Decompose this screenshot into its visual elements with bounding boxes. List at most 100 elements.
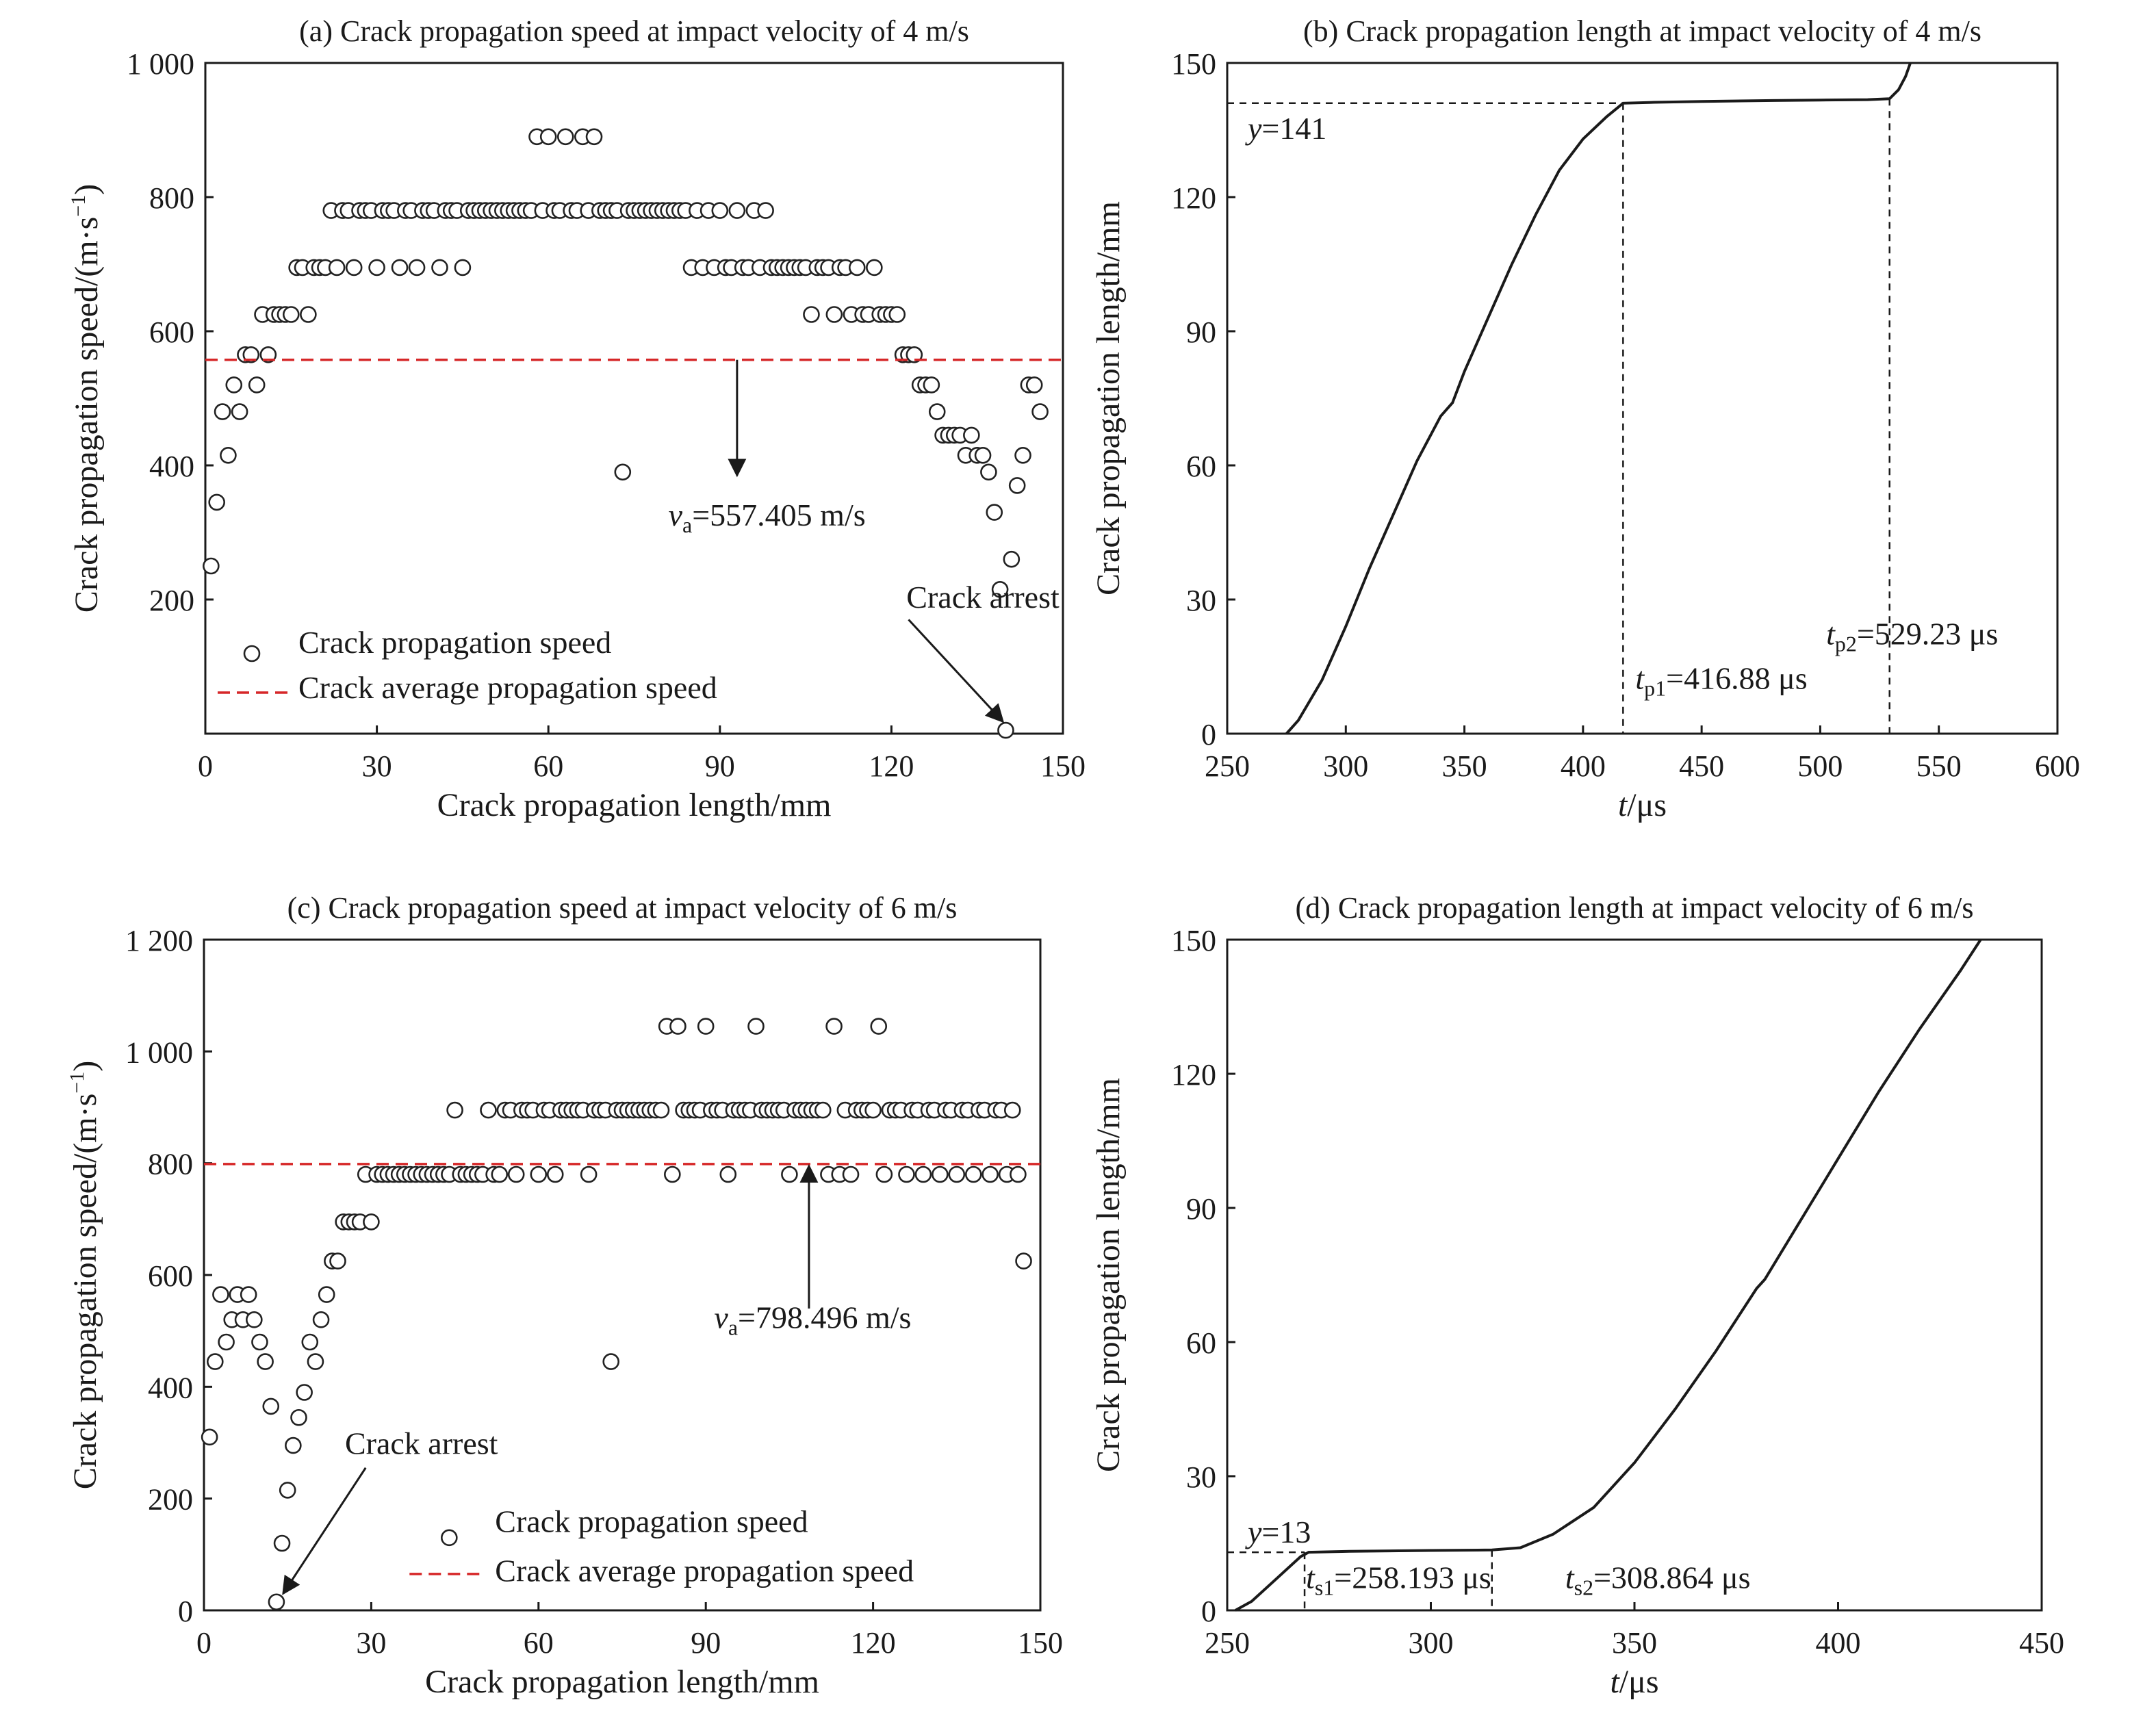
y-tick-label: 120 (1171, 1058, 1216, 1092)
data-point (454, 259, 472, 276)
data-point (279, 1482, 296, 1499)
y-tick-label: 120 (1171, 181, 1216, 215)
y-tick-label: 1 000 (127, 47, 194, 81)
x-tick-label: 60 (524, 1626, 554, 1660)
data-point (757, 202, 774, 219)
data-point (431, 259, 448, 276)
data-point (1015, 1252, 1032, 1270)
data-point (301, 1333, 319, 1351)
t1-label: ts1=258.193 μs (1306, 1560, 1491, 1599)
data-point (242, 346, 260, 363)
data-point (864, 1101, 882, 1119)
scatter-series (201, 1018, 1032, 1611)
x-tick-label: 150 (1018, 1626, 1063, 1660)
data-point (208, 493, 226, 511)
x-tick-label: 350 (1442, 749, 1487, 783)
data-point (848, 259, 866, 276)
data-point (246, 1311, 263, 1328)
data-point (1010, 1165, 1027, 1183)
data-point (719, 1165, 737, 1183)
y-tick-label: 0 (1201, 1595, 1216, 1628)
y-tick-label: 90 (1186, 315, 1216, 349)
data-point (300, 306, 317, 323)
y-tick-label: 60 (1186, 1326, 1216, 1360)
data-point (664, 1165, 681, 1183)
data-point (214, 403, 231, 420)
y-tick-label: 800 (149, 181, 194, 215)
data-point (1003, 1101, 1021, 1119)
x-tick-label: 500 (1797, 749, 1843, 783)
data-point (248, 376, 266, 394)
data-point (328, 259, 346, 276)
crack-arrest-arrow (908, 619, 1005, 723)
x-tick-label: 350 (1612, 1626, 1657, 1660)
data-point (602, 1353, 620, 1370)
data-point (307, 1353, 324, 1370)
data-point (546, 1165, 564, 1183)
legend-label-points: Crack propagation speed (298, 625, 611, 660)
data-point (282, 306, 300, 323)
data-point (981, 1165, 999, 1183)
x-tick-label: 0 (198, 749, 213, 783)
data-point (1025, 376, 1043, 394)
data-point (480, 1101, 497, 1119)
data-point (870, 1018, 888, 1035)
data-point (986, 504, 1003, 521)
x-tick-label: 30 (356, 1626, 386, 1660)
chart-title: (b) Crack propagation length at impact v… (1303, 14, 1981, 48)
data-point (580, 1165, 598, 1183)
data-point (530, 1165, 548, 1183)
data-point (697, 1018, 715, 1035)
data-point (345, 259, 363, 276)
data-point (206, 1353, 224, 1370)
data-point (585, 128, 603, 146)
data-point (212, 1286, 229, 1303)
data-point (963, 426, 980, 444)
data-point (1003, 550, 1021, 568)
data-point (329, 1252, 346, 1270)
data-point (974, 446, 992, 464)
x-tick-label: 400 (1816, 1626, 1861, 1660)
chart-title: (a) Crack propagation speed at impact ve… (299, 14, 969, 48)
y-tick-label: 60 (1186, 450, 1216, 483)
x-tick-label: 300 (1409, 1626, 1454, 1660)
plot-frame (204, 62, 1064, 735)
x-tick-label: 450 (1679, 749, 1724, 783)
y-tick-label: 0 (178, 1595, 193, 1628)
panel-a: (a) Crack propagation speed at impact ve… (67, 14, 1086, 823)
y-tick-label: 150 (1171, 47, 1216, 81)
y-ref-label: y=13 (1245, 1515, 1311, 1549)
data-point (991, 580, 1009, 598)
data-point (240, 1286, 257, 1303)
data-point (1031, 403, 1049, 420)
data-point (781, 1165, 798, 1183)
x-axis-label: t/μs (1618, 787, 1667, 823)
plot-frame (1226, 938, 2043, 1612)
y-tick-label: 30 (1186, 1460, 1216, 1494)
x-tick-label: 550 (1916, 749, 1962, 783)
data-point (614, 463, 632, 481)
data-point (923, 376, 940, 394)
length-curve (1285, 62, 1912, 735)
y-ref-label: y=141 (1245, 111, 1326, 146)
x-tick-label: 30 (362, 749, 392, 783)
plot-frame (1226, 62, 2059, 735)
data-point (391, 259, 409, 276)
data-point (825, 306, 843, 323)
t2-label: tp2=529.23 μs (1826, 616, 1998, 656)
x-tick-label: 400 (1561, 749, 1606, 783)
data-point (296, 1384, 313, 1401)
x-tick-label: 90 (691, 1626, 721, 1660)
panel-d: (d) Crack propagation length at impact v… (1090, 891, 2064, 1700)
data-point (803, 306, 820, 323)
legend: Crack propagation speed Crack average pro… (409, 1504, 914, 1588)
data-point (318, 1286, 335, 1303)
data-point (268, 1593, 285, 1611)
y-axis-label: Crack propagation length/mm (1090, 201, 1127, 595)
data-point (888, 306, 906, 323)
data-point (914, 1165, 932, 1183)
x-tick-label: 90 (705, 749, 735, 783)
x-tick-label: 250 (1205, 1626, 1250, 1660)
data-point (980, 463, 997, 481)
